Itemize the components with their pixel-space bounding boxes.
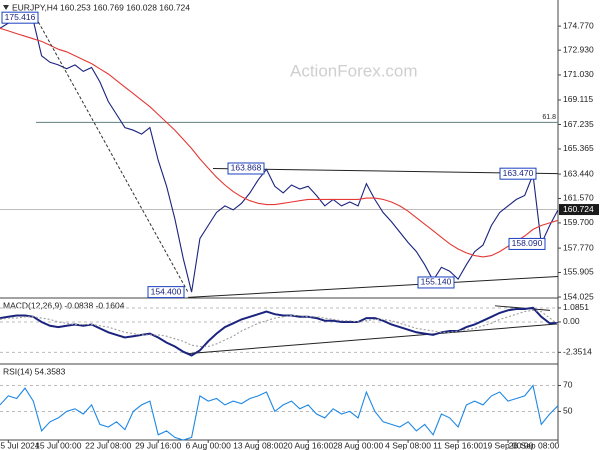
watermark: ActionForex.com (290, 61, 418, 80)
y-tick-label: 169.115 (563, 94, 593, 104)
annotation-box (499, 167, 537, 180)
y-tick-label: 172.930 (563, 44, 594, 54)
x-tick-label: 5 Jul 2024 (0, 440, 39, 450)
rsi-title: RSI(14) 54.3583 (3, 366, 66, 376)
annotation-label: 175.416 (5, 12, 36, 22)
annotation-label: 154.400 (151, 286, 182, 296)
x-tick-label: 22 Jul 08:00 (85, 440, 132, 450)
annotation-label: 163.868 (231, 163, 262, 173)
series-line (0, 384, 559, 441)
y-tick-label: 154.025 (563, 291, 594, 301)
x-tick-label: 11 Sep 16:00 (433, 440, 483, 450)
macd-title: MACD(12,26,9) -0.0838 -0.1604 (3, 300, 125, 310)
x-tick-label: 4 Sep 08:00 (385, 440, 431, 450)
annotation-box (227, 162, 265, 175)
annotation-label: 158.090 (512, 238, 543, 248)
trendline (187, 323, 559, 355)
y-tick-label: 167.235 (563, 119, 594, 129)
annotation-box (147, 286, 185, 299)
y-tick-label: 159.700 (563, 217, 594, 227)
last-price-box (559, 204, 599, 216)
x-tick-label: 26 Sep 08:00 (509, 440, 560, 450)
x-tick-label: 28 Aug 00:00 (333, 440, 383, 450)
y-tick-label: -2.3514 (563, 347, 592, 357)
series-line (0, 309, 559, 348)
last-price-label: 160.724 (563, 204, 594, 214)
y-tick-label: 161.570 (563, 193, 594, 203)
menu-icon (3, 5, 9, 10)
y-tick-label: 171.030 (563, 69, 594, 79)
projection-line (35, 17, 189, 293)
annotation-box (508, 237, 546, 250)
annotation-box (1, 11, 39, 24)
trendline (187, 275, 559, 298)
x-tick-label: 6 Aug 00:00 (186, 440, 232, 450)
y-tick-label: 50 (563, 406, 573, 416)
y-tick-label: 155.905 (563, 267, 594, 277)
y-tick-label: 157.770 (563, 242, 594, 252)
y-tick-label: 70 (563, 380, 573, 390)
y-tick-label: 165.365 (563, 143, 594, 153)
fib-label: 61.8 (542, 114, 556, 121)
chart-title: EURJPY,H4 160.253 160.769 160.028 160.72… (12, 2, 190, 12)
y-tick-label: 1.0851 (563, 302, 589, 312)
annotation-label: 155.140 (421, 277, 452, 287)
series-line (0, 17, 559, 293)
y-tick-label: 163.440 (563, 168, 594, 178)
x-tick-label: 15 Jul 00:00 (35, 440, 82, 450)
x-tick-label: 20 Aug 16:00 (283, 440, 333, 450)
x-tick-label: 13 Aug 08:00 (233, 440, 283, 450)
series-line (0, 27, 559, 258)
annotation-label: 163.470 (503, 168, 534, 178)
x-tick-label: 29 Jul 16:00 (135, 440, 182, 450)
annotation-box (417, 276, 455, 289)
x-tick-label: 19 Sep 00:00 (483, 440, 534, 450)
y-tick-label: 0.00 (563, 316, 580, 326)
series-line (0, 306, 559, 357)
y-tick-label: 174.770 (563, 20, 594, 30)
